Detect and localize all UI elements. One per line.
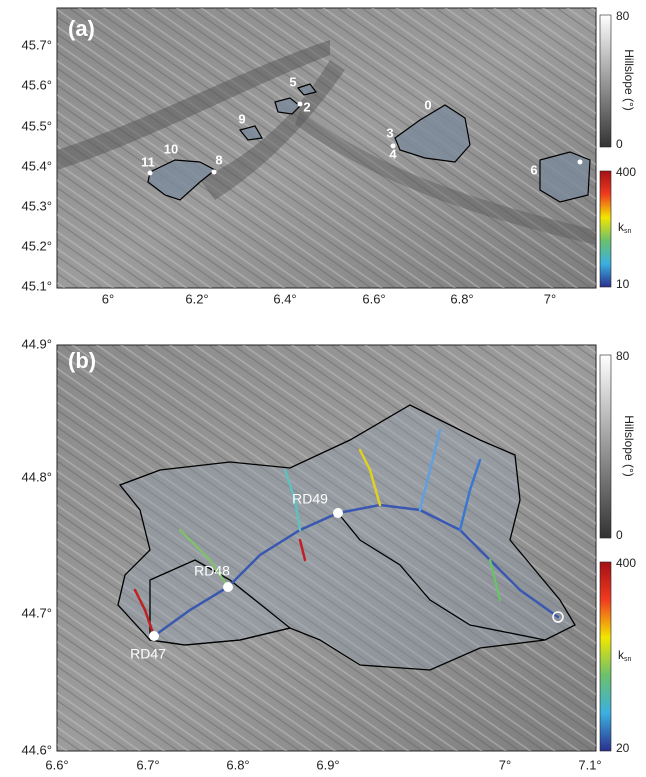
outlets bbox=[147, 101, 583, 176]
y-tick-label: 45.6° bbox=[21, 77, 52, 92]
catchment-label: 11 bbox=[141, 154, 155, 169]
x-tick-label: 6.8° bbox=[450, 291, 473, 306]
panel-b: RD49 RD48 RD47 (b) 44.9° 44.8° 44.7° 44.… bbox=[21, 336, 636, 772]
y-tick-label: 44.9° bbox=[21, 336, 52, 351]
x-tick-label: 6.6° bbox=[362, 291, 385, 306]
catchment-outline bbox=[117, 404, 576, 671]
y-tick-label: 45.5° bbox=[21, 118, 52, 133]
hillslope-colorbar bbox=[599, 354, 612, 539]
x-tick-label: 6° bbox=[102, 291, 114, 306]
catchment-label: 2 bbox=[303, 99, 310, 114]
panel-label: (a) bbox=[68, 16, 95, 41]
ksn-colorbar bbox=[599, 561, 612, 752]
x-tick-labels: 6.6° 6.7° 6.8° 6.9° 7° 7.1° bbox=[45, 757, 601, 772]
catchment-label: 3 bbox=[386, 125, 393, 140]
y-tick-label: 44.6° bbox=[21, 742, 52, 757]
station-label: RD47 bbox=[130, 646, 166, 662]
y-tick-labels: 44.9° 44.8° 44.7° 44.6° bbox=[21, 336, 52, 757]
x-tick-label: 7° bbox=[544, 291, 556, 306]
hillshade bbox=[57, 345, 596, 751]
colorbar-max: 400 bbox=[616, 165, 636, 179]
stations bbox=[149, 508, 564, 641]
catchment-label: 0 bbox=[424, 97, 431, 112]
y-tick-label: 44.8° bbox=[21, 469, 52, 484]
colorbar-max: 80 bbox=[616, 9, 630, 23]
panel-a: (a) 45.7° 45.6° 45.5° 45.4° 45.3° 45.2° … bbox=[21, 7, 636, 306]
river-network bbox=[133, 428, 560, 638]
catchments bbox=[147, 83, 591, 203]
colorbar-min: 0 bbox=[616, 137, 623, 151]
catchment-label: 6 bbox=[530, 162, 537, 177]
ksn-colorbar bbox=[599, 170, 612, 288]
y-tick-label: 44.7° bbox=[21, 605, 52, 620]
panel-label: (b) bbox=[68, 348, 96, 373]
catchment-label: 9 bbox=[238, 111, 245, 126]
valley bbox=[57, 40, 330, 170]
x-tick-label: 6.9° bbox=[316, 757, 339, 772]
colorbar-title: ksn bbox=[618, 220, 632, 235]
catchment-label: 5 bbox=[289, 74, 296, 89]
x-tick-labels: 6° 6.2° 6.4° 6.6° 6.8° 7° bbox=[102, 291, 556, 306]
sub-catchment bbox=[149, 559, 292, 646]
colorbar-min: 0 bbox=[616, 528, 623, 542]
catchment-label: 4 bbox=[389, 146, 397, 161]
station-label: RD49 bbox=[292, 491, 328, 507]
colorbar-title: ksn bbox=[618, 648, 632, 663]
x-tick-label: 6.7° bbox=[136, 757, 159, 772]
x-tick-label: 7° bbox=[499, 757, 511, 772]
y-tick-label: 45.3° bbox=[21, 198, 52, 213]
colorbar-title: Hillslope (°) bbox=[622, 49, 636, 110]
catchment-label: 10 bbox=[164, 141, 178, 156]
sub-catchment bbox=[337, 512, 546, 641]
colorbar-max: 80 bbox=[616, 349, 630, 363]
y-tick-labels: 45.7° 45.6° 45.5° 45.4° 45.3° 45.2° 45.1… bbox=[21, 37, 52, 293]
catchment-labels: 0 2 3 4 5 6 8 9 10 11 bbox=[141, 74, 537, 177]
x-tick-label: 6.2° bbox=[185, 291, 208, 306]
valley bbox=[295, 110, 596, 245]
x-tick-label: 6.8° bbox=[226, 757, 249, 772]
colorbar-min: 10 bbox=[616, 277, 630, 291]
valley bbox=[200, 60, 345, 200]
colorbar-min: 20 bbox=[616, 741, 630, 755]
y-tick-label: 45.4° bbox=[21, 158, 52, 173]
hillslope-colorbar bbox=[599, 14, 612, 148]
x-tick-label: 6.6° bbox=[45, 757, 68, 772]
colorbar-max: 400 bbox=[616, 556, 636, 570]
catchment-label: 8 bbox=[215, 152, 222, 167]
colorbar-title: Hillslope (°) bbox=[622, 415, 636, 476]
x-tick-label: 6.4° bbox=[273, 291, 296, 306]
y-tick-label: 45.2° bbox=[21, 238, 52, 253]
x-tick-label: 7.1° bbox=[578, 757, 601, 772]
y-tick-label: 45.1° bbox=[21, 278, 52, 293]
station-label: RD48 bbox=[194, 563, 230, 579]
y-tick-label: 45.7° bbox=[21, 37, 52, 52]
